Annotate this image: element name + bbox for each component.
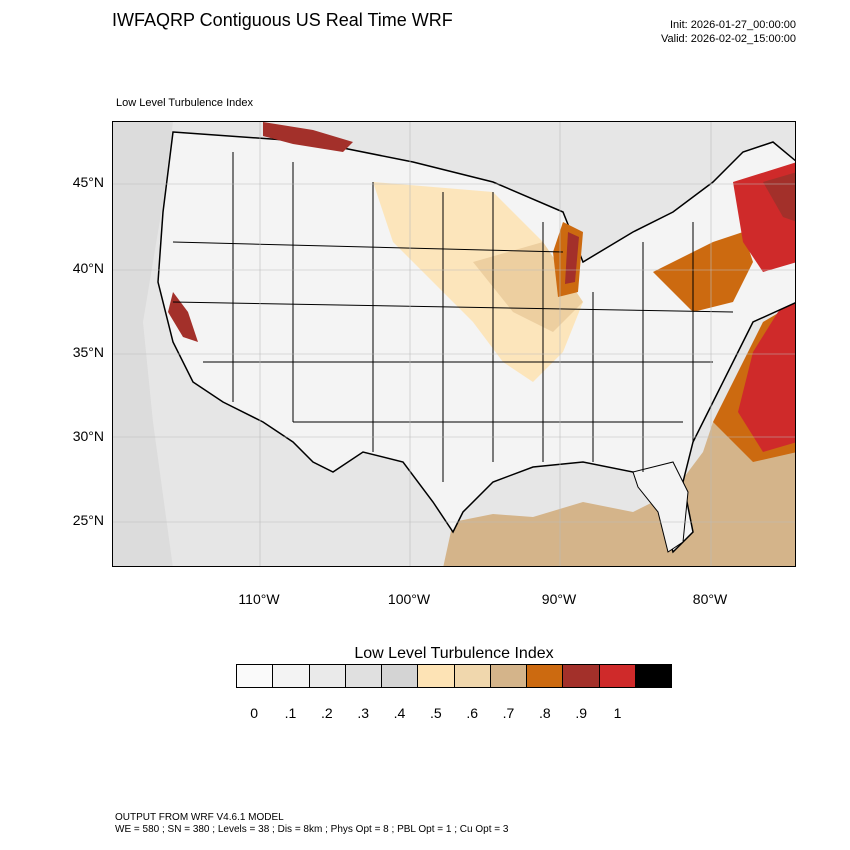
gulf-atlantic-field <box>443 353 795 566</box>
lon-label-80: 80°W <box>692 591 728 607</box>
colorbar-title: Low Level Turbulence Index <box>354 645 554 662</box>
colorbar-swatch <box>527 665 564 687</box>
field-subtitle: Low Level Turbulence Index <box>116 97 253 109</box>
valid-time: Valid: 2026-02-02_15:00:00 <box>661 33 796 45</box>
colorbar-swatch <box>490 665 527 687</box>
footer-config: WE = 580 ; SN = 380 ; Levels = 38 ; Dis … <box>115 824 509 835</box>
init-time: Init: 2026-01-27_00:00:00 <box>670 19 796 31</box>
map-title: IWFAQRP Contiguous US Real Time WRF <box>112 10 453 30</box>
rockies-north-field <box>263 122 353 152</box>
pacific-field <box>113 122 173 566</box>
maine-dark-field <box>763 172 795 222</box>
colorbar-swatch <box>237 665 274 687</box>
florida <box>632 461 689 553</box>
colorbar-label: .8 <box>538 705 551 721</box>
colorbar-label: .5 <box>429 705 442 721</box>
lat-label-45: 45°N <box>72 174 104 190</box>
colorbar-swatch <box>273 665 310 687</box>
lat-label-25: 25°N <box>72 512 104 528</box>
sierra-field <box>168 292 198 342</box>
colorbar-swatch <box>309 665 346 687</box>
lon-label-110: 110°W <box>238 591 280 607</box>
lon-label-100: 100°W <box>387 591 431 607</box>
northeast-orange-field <box>653 232 753 312</box>
plains-shading <box>373 182 583 382</box>
colorbar-swatch <box>599 665 636 687</box>
colorbar-swatch <box>345 665 382 687</box>
colorbar-label: .6 <box>466 705 478 721</box>
colorbar <box>236 664 672 688</box>
colorbar-swatch <box>382 665 419 687</box>
lat-label-35: 35°N <box>72 344 104 360</box>
lon-label-90: 90°W <box>541 591 577 607</box>
atlantic-red-field <box>738 294 795 452</box>
map-panel <box>112 121 796 567</box>
colorbar-swatch <box>563 665 600 687</box>
lat-label-30: 30°N <box>72 428 104 444</box>
colorbar-label: 1 <box>613 705 622 721</box>
colorbar-label: .9 <box>575 705 587 721</box>
colorbar-label: .2 <box>320 705 333 721</box>
colorbar-swatch <box>418 665 455 687</box>
state-boundaries <box>172 152 734 482</box>
lake-michigan-core <box>565 232 579 284</box>
colorbar-label: 0 <box>250 705 259 721</box>
footer-model: OUTPUT FROM WRF V4.6.1 MODEL <box>115 812 284 823</box>
colorbar-label: .4 <box>393 705 406 721</box>
graticule <box>113 122 795 566</box>
colorbar-swatch <box>454 665 491 687</box>
colorbar-label: .7 <box>502 705 515 721</box>
colorbar-label: .3 <box>357 705 369 721</box>
colorbar-swatch <box>635 665 671 687</box>
colorbar-label: .1 <box>284 705 297 721</box>
lat-label-40: 40°N <box>72 260 104 276</box>
map-graphic <box>113 122 795 566</box>
